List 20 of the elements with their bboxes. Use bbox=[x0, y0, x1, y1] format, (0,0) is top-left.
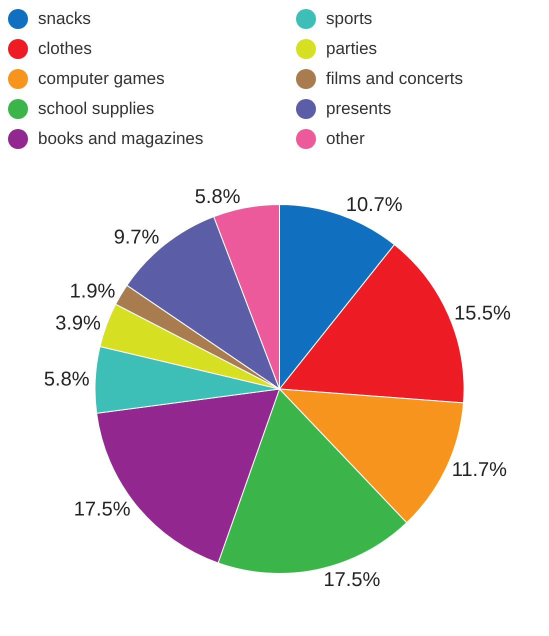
data-label: 17.5% bbox=[324, 568, 380, 591]
data-label: 9.7% bbox=[114, 226, 160, 249]
data-label: 17.5% bbox=[74, 498, 131, 521]
data-label: 1.9% bbox=[70, 280, 116, 303]
legend-label: school supplies bbox=[38, 99, 154, 119]
legend-label: sports bbox=[326, 9, 372, 29]
data-label: 5.8% bbox=[44, 368, 90, 391]
legend-label: presents bbox=[326, 99, 392, 119]
legend-label: books and magazines bbox=[38, 129, 204, 149]
data-label: 15.5% bbox=[454, 302, 512, 324]
legend-label: parties bbox=[326, 39, 378, 59]
legend-label: other bbox=[326, 129, 365, 149]
data-label: 3.9% bbox=[55, 312, 102, 335]
data-label: 11.7% bbox=[452, 459, 508, 482]
data-label: 5.8% bbox=[194, 186, 241, 208]
legend-label: computer games bbox=[38, 69, 165, 89]
data-label: 10.7% bbox=[346, 194, 403, 216]
legend-label: films and concerts bbox=[326, 69, 463, 89]
legend-label: clothes bbox=[38, 39, 92, 59]
legend-label: snacks bbox=[38, 9, 91, 29]
